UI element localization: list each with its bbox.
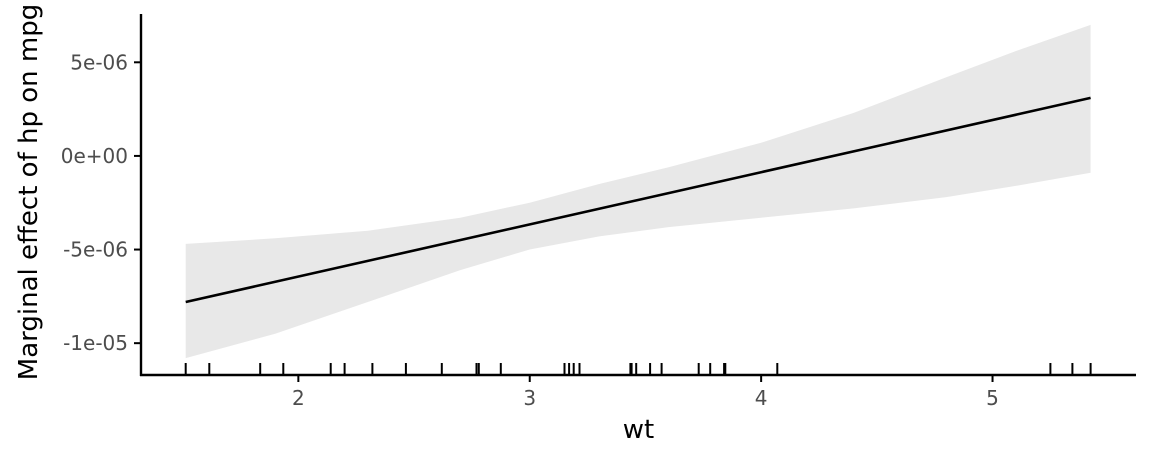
axes (139, 14, 1136, 377)
marginal-effect-line-0 (185, 96, 1091, 304)
y-tick-label: 5e-06 (70, 50, 128, 74)
y-tick-label: -1e-05 (63, 331, 128, 355)
line-layer (185, 96, 1091, 304)
rug-layer (184, 363, 1092, 375)
y-ticks: -1e-05 -5e-06 0e+00 5e-06 (61, 50, 141, 355)
x-tick-label: 2 (292, 386, 305, 410)
y-tick-label: 0e+00 (61, 144, 128, 168)
confidence-band (185, 24, 1091, 359)
x-tick-label: 3 (523, 386, 536, 410)
y-axis-title: Marginal effect of hp on mpg (14, 4, 44, 380)
x-axis-title: wt (623, 415, 654, 445)
y-tick-label: -5e-06 (63, 238, 128, 262)
x-tick-label: 4 (755, 386, 768, 410)
x-ticks: 2 3 4 5 (292, 375, 999, 410)
confidence-band-layer (185, 24, 1091, 359)
x-tick-label: 5 (986, 386, 999, 410)
